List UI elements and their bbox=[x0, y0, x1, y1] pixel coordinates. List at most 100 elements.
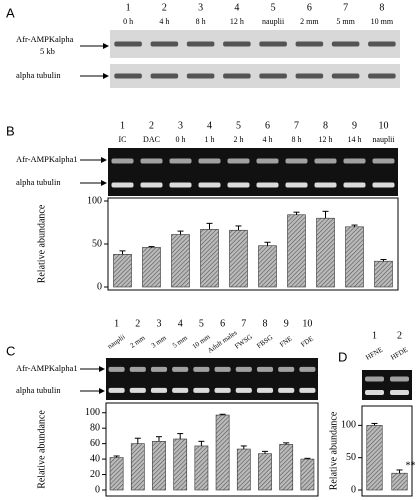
lane-label: DAC bbox=[143, 135, 160, 144]
bar bbox=[366, 425, 383, 491]
y-axis-label: Relative abundance bbox=[36, 410, 47, 489]
gel-band bbox=[256, 387, 274, 393]
gel-band bbox=[390, 376, 409, 382]
lane-number: 2 bbox=[149, 120, 154, 131]
lane-number: 1 bbox=[120, 120, 125, 131]
y-tick-label: 50 bbox=[92, 238, 102, 249]
lane-label: 14 h bbox=[348, 135, 362, 144]
row-label: alpha tubulin bbox=[16, 70, 61, 80]
lane-number: 5 bbox=[199, 318, 204, 329]
gel-band bbox=[140, 182, 163, 188]
gel-band bbox=[278, 387, 295, 393]
bar bbox=[374, 260, 393, 288]
lane-number: 4 bbox=[234, 2, 239, 13]
gel-band bbox=[223, 41, 251, 47]
lane-label: FBSG bbox=[255, 333, 274, 350]
gel-band bbox=[172, 366, 189, 372]
bar bbox=[113, 254, 132, 288]
lane-label: 0 h bbox=[176, 135, 186, 144]
panel-letter: D bbox=[338, 349, 347, 364]
lane-number: 6 bbox=[265, 120, 270, 131]
lane-label: 4 h bbox=[159, 17, 169, 26]
lane-label: 0 h bbox=[123, 17, 133, 26]
y-tick-label: 60 bbox=[90, 438, 100, 449]
bar bbox=[171, 234, 190, 288]
gel-band bbox=[368, 73, 396, 79]
bar bbox=[300, 458, 315, 491]
bar bbox=[130, 443, 145, 491]
bar bbox=[215, 414, 230, 491]
gel-band bbox=[150, 73, 179, 79]
gel-band bbox=[235, 366, 252, 372]
gel-band bbox=[111, 158, 134, 164]
lane-number: 2 bbox=[162, 2, 167, 13]
lane-label: nauplii bbox=[372, 135, 395, 144]
panel-letter: B bbox=[6, 123, 15, 138]
gel-band bbox=[108, 387, 125, 393]
bar bbox=[258, 453, 272, 491]
gel-band bbox=[150, 366, 168, 372]
lane-label: HFNE bbox=[364, 346, 384, 362]
chart-frame bbox=[361, 405, 413, 497]
lane-number: 8 bbox=[323, 120, 328, 131]
lane-number: 3 bbox=[178, 120, 183, 131]
bar bbox=[200, 229, 219, 288]
gel-band bbox=[299, 366, 316, 372]
lane-number: 5 bbox=[271, 2, 276, 13]
y-tick-label: 40 bbox=[90, 453, 100, 464]
lane-number: 10 bbox=[302, 318, 312, 329]
gel-band bbox=[227, 182, 250, 188]
row-label: alpha tubulin bbox=[16, 385, 61, 395]
gel-band bbox=[285, 158, 308, 164]
lane-label: nauplii bbox=[106, 333, 127, 351]
row-size: 5 kb bbox=[40, 46, 55, 56]
bar bbox=[316, 217, 335, 288]
gel-band bbox=[365, 376, 384, 382]
bar bbox=[142, 247, 161, 288]
lane-number: 2 bbox=[397, 330, 402, 341]
lane-number: 8 bbox=[263, 318, 268, 329]
panel-letter: C bbox=[6, 343, 15, 358]
lane-label: 2 mm bbox=[129, 333, 147, 349]
gel-band bbox=[295, 41, 324, 47]
lane-label: HFDE bbox=[389, 346, 409, 362]
y-tick-label: 100 bbox=[341, 420, 356, 431]
row-label: Afr-AMPKalpha bbox=[16, 34, 74, 44]
gel-band bbox=[227, 158, 250, 164]
y-tick-label: 0 bbox=[97, 281, 102, 292]
lane-number: 4 bbox=[207, 120, 212, 131]
y-tick-label: 0 bbox=[95, 484, 100, 495]
gel-band bbox=[214, 366, 231, 372]
lane-number: 1 bbox=[372, 330, 377, 341]
gel-band bbox=[259, 41, 287, 47]
gel-band bbox=[186, 73, 215, 79]
lane-number: 6 bbox=[220, 318, 225, 329]
lane-number: 7 bbox=[294, 120, 299, 131]
gel-band bbox=[295, 73, 324, 79]
lane-label: 1 h bbox=[205, 135, 215, 144]
gel-band bbox=[365, 390, 384, 395]
lane-number: 3 bbox=[157, 318, 162, 329]
lane-label: 2 h bbox=[234, 135, 244, 144]
lane-label: 10 mm bbox=[371, 17, 394, 26]
lane-label: FDE bbox=[299, 335, 314, 349]
lane-number: 3 bbox=[198, 2, 203, 13]
lane-label: 2 mm bbox=[300, 17, 319, 26]
bar bbox=[279, 444, 294, 491]
gel-image bbox=[106, 358, 318, 400]
gel-band bbox=[111, 182, 134, 188]
gel-band bbox=[169, 182, 192, 188]
gel-band bbox=[114, 73, 142, 79]
gel-band bbox=[214, 387, 231, 393]
y-tick-label: 100 bbox=[85, 407, 100, 418]
panel-letter: A bbox=[6, 5, 15, 20]
y-tick-label: 50 bbox=[346, 452, 356, 463]
gel-band bbox=[129, 387, 146, 393]
significance: ** bbox=[406, 460, 416, 471]
gel-band bbox=[140, 158, 163, 164]
lane-number: 9 bbox=[352, 120, 357, 131]
gel-band bbox=[278, 366, 295, 372]
lane-label: 3 mm bbox=[150, 333, 168, 349]
gel-band bbox=[108, 366, 125, 372]
bar bbox=[345, 226, 364, 288]
